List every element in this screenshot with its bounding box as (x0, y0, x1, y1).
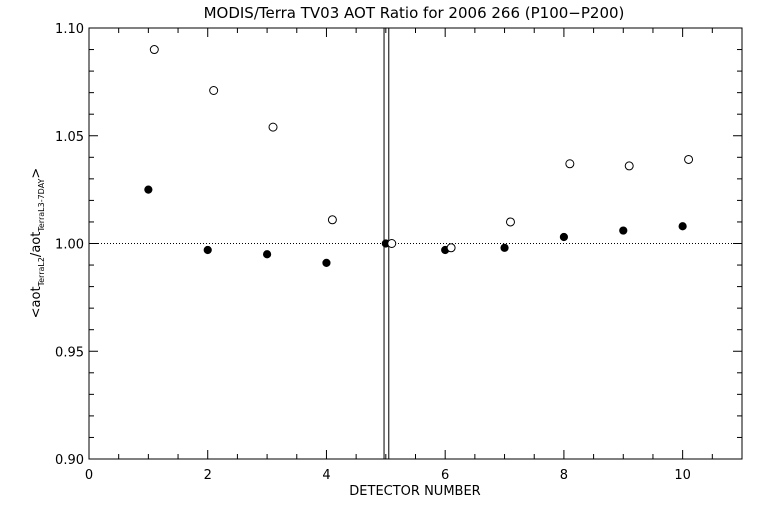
open-point (624, 161, 634, 171)
open-point (387, 239, 397, 248)
y-axis-label: <aotTerraL2/aotTerraL3-7DAY> (29, 168, 46, 319)
y-label-base-2: aot (29, 232, 44, 253)
open-point (446, 243, 456, 253)
y-tick-label: 1.00 (55, 238, 84, 253)
filled-point (559, 232, 569, 242)
x-tick-label: 6 (441, 468, 449, 483)
open-point (684, 154, 694, 164)
y-label-base-1: aot (29, 286, 44, 307)
filled-point (262, 250, 272, 259)
y-axis: 0.90 0.95 1.00 1.05 1.10 (55, 22, 742, 468)
chart-title: MODIS/Terra TV03 AOT Ratio for 2006 266 … (204, 4, 625, 22)
x-tick-label: 8 (560, 468, 568, 483)
y-tick-label: 1.05 (55, 130, 84, 145)
open-point (268, 122, 278, 132)
filled-point (144, 185, 153, 194)
y-tick-label: 0.95 (55, 345, 84, 360)
open-point (149, 45, 159, 55)
y-tick-label: 1.10 (55, 22, 84, 37)
open-point (209, 85, 219, 95)
open-point (505, 217, 515, 227)
x-axis: 0 2 4 6 8 10 (85, 28, 743, 483)
y-label-open: < (29, 307, 44, 318)
filled-point (619, 226, 628, 235)
open-point (565, 159, 575, 169)
y-label-close: > (29, 168, 44, 179)
x-tick-label: 2 (204, 468, 212, 483)
x-tick-label: 10 (674, 468, 691, 483)
x-tick-label: 4 (322, 468, 330, 483)
y-label-sep: / (29, 252, 44, 257)
x-axis-label: DETECTOR NUMBER (349, 484, 480, 499)
filled-point (322, 258, 331, 267)
open-point (327, 215, 337, 225)
x-tick-label: 0 (85, 468, 93, 483)
filled-point (203, 245, 212, 255)
y-label-sub-2: TerraL3-7DAY (37, 178, 46, 232)
y-tick-label: 0.90 (55, 453, 84, 468)
filled-point (678, 222, 687, 231)
data-points (144, 45, 694, 267)
filled-point (500, 243, 509, 252)
y-label-sub-1: TerraL2 (37, 257, 46, 287)
